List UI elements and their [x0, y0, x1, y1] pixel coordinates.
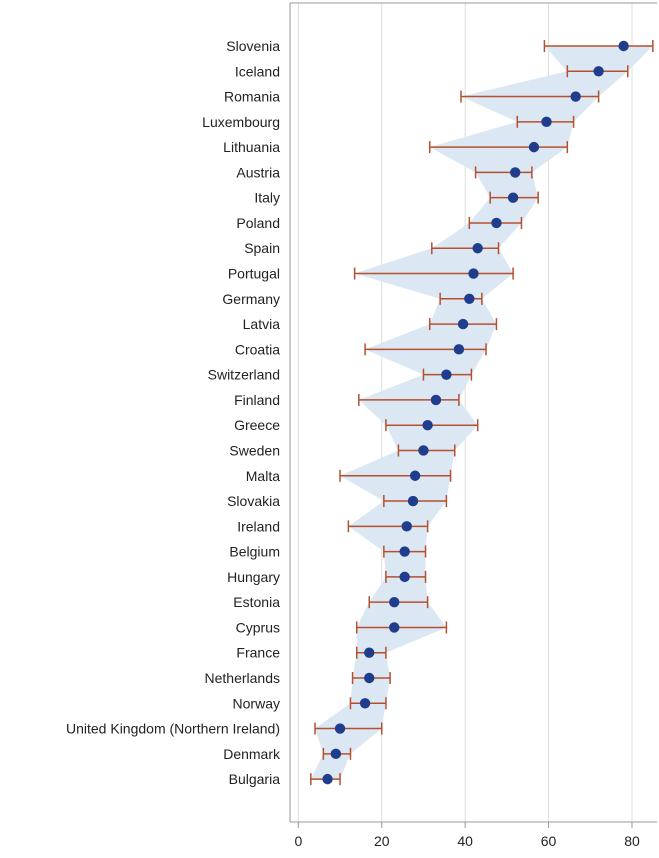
data-point — [364, 672, 375, 684]
country-label: Spain — [244, 240, 280, 256]
confidence-band — [310, 46, 653, 780]
data-point — [472, 243, 483, 254]
confidence-band-area — [310, 46, 653, 780]
error-bar — [543, 40, 654, 52]
data-point — [409, 470, 421, 481]
country-label: Sweden — [229, 442, 280, 458]
error-bar — [347, 520, 429, 533]
country-label: Slovakia — [227, 493, 280, 509]
data-point — [430, 394, 442, 406]
data-point — [322, 773, 333, 785]
data-point — [510, 167, 521, 178]
data-point — [334, 723, 346, 734]
country-label: Bulgaria — [229, 771, 281, 787]
country-label: Netherlands — [205, 670, 281, 686]
error-bar — [431, 242, 500, 255]
data-point — [399, 546, 410, 557]
country-label: Romania — [224, 89, 280, 105]
data-point — [389, 596, 400, 608]
x-tick-label: 20 — [374, 833, 390, 849]
data-point — [364, 647, 375, 658]
error-bar — [353, 267, 514, 280]
error-bar — [355, 621, 448, 634]
data-point — [453, 344, 465, 355]
country-label: Germany — [222, 291, 280, 307]
error-bar — [439, 292, 483, 305]
country-label: Denmark — [223, 746, 281, 762]
data-point — [593, 66, 604, 77]
x-tick-label: 80 — [624, 833, 640, 849]
error-bar — [339, 469, 452, 482]
country-label: Lithuania — [223, 139, 280, 155]
data-point — [422, 420, 433, 431]
data-point — [457, 318, 469, 330]
data-point — [464, 293, 475, 304]
x-tick-label: 0 — [294, 833, 302, 849]
country-label: Latvia — [243, 316, 281, 332]
country-label: Belgium — [229, 544, 280, 560]
country-label: Finland — [234, 392, 280, 408]
country-label: Switzerland — [208, 367, 280, 383]
country-label: Luxembourg — [202, 114, 280, 130]
data-point — [330, 748, 342, 760]
country-label: Iceland — [235, 63, 280, 79]
error-bar — [474, 166, 533, 179]
data-point — [389, 622, 400, 633]
data-point — [399, 571, 410, 583]
country-label: France — [236, 645, 280, 661]
country-labels: Slovenia Iceland Romania Luxembourg Lithuani… — [66, 38, 281, 787]
data-point — [468, 268, 479, 279]
data-point — [401, 521, 412, 532]
data-point — [418, 445, 429, 456]
country-label: Norway — [233, 695, 280, 711]
country-label: Portugal — [228, 266, 280, 282]
data-point — [541, 116, 552, 128]
country-label: Greece — [234, 417, 280, 433]
country-label: Estonia — [233, 594, 280, 610]
error-bar — [358, 393, 460, 406]
country-label: Italy — [254, 190, 280, 206]
country-label: Cyprus — [236, 619, 280, 635]
error-bar — [428, 141, 569, 154]
data-points — [322, 40, 629, 785]
country-label: Croatia — [235, 341, 280, 357]
country-label: Ireland — [237, 518, 280, 534]
country-label: United Kingdom (Northern Ireland) — [66, 721, 280, 737]
country-label: Malta — [246, 468, 280, 484]
x-tick-label: 60 — [541, 833, 557, 849]
error-bar — [364, 343, 487, 356]
data-point — [618, 40, 629, 52]
data-point — [441, 369, 452, 380]
error-bar — [314, 722, 383, 735]
data-point — [407, 495, 419, 507]
data-point — [507, 192, 519, 203]
data-point — [528, 141, 540, 153]
x-tick-label: 40 — [457, 833, 473, 849]
data-point — [570, 91, 581, 102]
data-point — [359, 698, 371, 709]
country-label: Hungary — [227, 569, 280, 585]
x-axis: 0 20 40 60 80 — [289, 2, 657, 849]
data-point — [491, 217, 502, 229]
country-label: Poland — [236, 215, 280, 231]
country-label: Austria — [236, 164, 280, 180]
country-label: Slovenia — [226, 38, 280, 54]
